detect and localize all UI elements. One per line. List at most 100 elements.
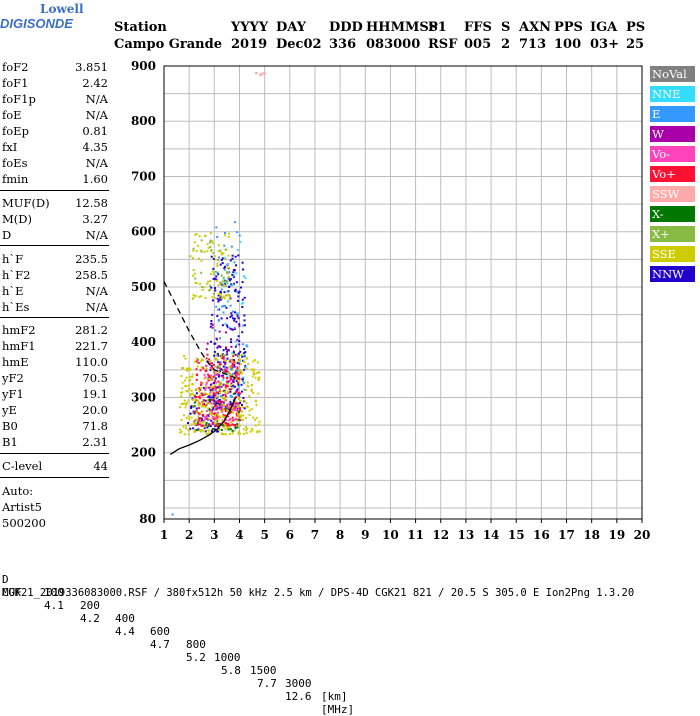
data-point xyxy=(203,392,206,395)
data-point xyxy=(218,299,221,302)
data-point xyxy=(210,322,213,325)
data-point xyxy=(239,369,242,371)
param-value: 2.31 xyxy=(82,435,108,449)
data-point xyxy=(181,381,184,384)
data-point xyxy=(200,366,203,369)
param-value: 1.60 xyxy=(82,172,108,186)
data-point xyxy=(247,385,250,388)
data-point xyxy=(234,374,237,377)
d-value: 600 xyxy=(150,625,170,638)
data-point xyxy=(229,278,232,280)
legend-item-nnw: NNW xyxy=(650,266,695,282)
data-point xyxy=(192,294,195,296)
data-point xyxy=(239,240,242,243)
data-point xyxy=(196,419,199,422)
param-row: foE N/A xyxy=(2,108,108,123)
data-point xyxy=(197,404,200,407)
data-point xyxy=(209,412,212,415)
data-point xyxy=(217,386,220,389)
data-point xyxy=(185,417,188,420)
data-point xyxy=(243,324,246,327)
data-point xyxy=(237,383,240,386)
data-point xyxy=(252,370,255,373)
data-point xyxy=(212,386,215,388)
param-row: foF1 2.42 xyxy=(2,76,108,91)
hdr-hhmmss-label: HHMMSS xyxy=(366,20,438,35)
data-point xyxy=(254,376,257,379)
x-tick-label: 3 xyxy=(210,528,218,542)
y-tick-label: 600 xyxy=(131,225,156,239)
data-point xyxy=(191,392,194,395)
data-point xyxy=(183,433,186,436)
data-point xyxy=(241,306,244,308)
param-row: fxI 4.35 xyxy=(2,140,108,155)
data-point xyxy=(245,367,248,370)
data-point xyxy=(215,417,218,419)
data-point xyxy=(238,360,241,363)
data-point xyxy=(201,429,204,432)
data-point xyxy=(188,375,191,378)
ionogram-chart: 1 2 3 4 5 6 7 8 9 10 11 12 13 14 15 16 17 18 19 20900800700… xyxy=(131,59,650,542)
data-point xyxy=(201,410,204,413)
data-point xyxy=(242,324,245,327)
data-point xyxy=(210,249,213,251)
data-point xyxy=(239,350,242,353)
data-point xyxy=(195,282,198,285)
param-name: hmF2 xyxy=(2,323,36,337)
data-point xyxy=(197,244,200,247)
data-point xyxy=(227,428,230,431)
data-point xyxy=(202,393,205,396)
data-point xyxy=(226,326,229,329)
hdr-axn-label: AXN xyxy=(519,20,552,35)
data-point xyxy=(257,423,260,426)
data-point xyxy=(236,369,239,372)
data-point xyxy=(206,243,209,246)
data-point xyxy=(242,396,245,399)
data-point xyxy=(228,275,231,278)
data-point xyxy=(217,422,220,425)
data-point xyxy=(210,286,213,289)
param-name: B1 xyxy=(2,435,18,449)
data-point xyxy=(229,379,232,382)
data-point xyxy=(191,297,194,300)
data-point xyxy=(234,288,237,291)
data-point xyxy=(238,404,241,407)
data-point xyxy=(225,407,228,410)
param-name: B0 xyxy=(2,419,18,433)
param-name: hmF1 xyxy=(2,339,36,353)
data-point xyxy=(219,392,222,394)
data-point xyxy=(215,358,218,361)
data-point xyxy=(217,411,219,414)
data-point xyxy=(217,345,220,348)
param-value: N/A xyxy=(85,156,108,170)
data-point xyxy=(191,411,194,414)
data-point xyxy=(212,394,215,397)
data-point xyxy=(230,365,233,368)
data-point xyxy=(184,379,186,382)
hdr-ffs-label: FFS xyxy=(464,20,492,35)
data-point xyxy=(252,391,255,394)
data-point xyxy=(218,383,221,385)
data-point xyxy=(230,410,233,413)
data-point xyxy=(211,362,213,365)
hdr-iga-label: IGA xyxy=(590,20,618,35)
d-value: 3000 xyxy=(285,677,312,690)
data-point xyxy=(223,408,226,411)
data-point xyxy=(227,424,230,427)
data-point xyxy=(256,431,259,434)
param-name: yF1 xyxy=(2,387,24,401)
data-point xyxy=(259,73,262,76)
data-point xyxy=(233,261,236,264)
data-point xyxy=(256,430,259,433)
param-row: fmin 1.60 xyxy=(2,172,108,187)
data-point xyxy=(216,315,219,318)
data-point xyxy=(188,368,191,371)
data-point xyxy=(213,414,216,417)
data-point xyxy=(229,388,232,391)
data-point xyxy=(186,369,189,372)
data-point xyxy=(231,419,234,422)
data-point xyxy=(223,424,226,427)
data-point xyxy=(231,360,234,363)
param-row: M(D) 3.27 xyxy=(2,212,108,227)
data-point xyxy=(234,345,237,348)
